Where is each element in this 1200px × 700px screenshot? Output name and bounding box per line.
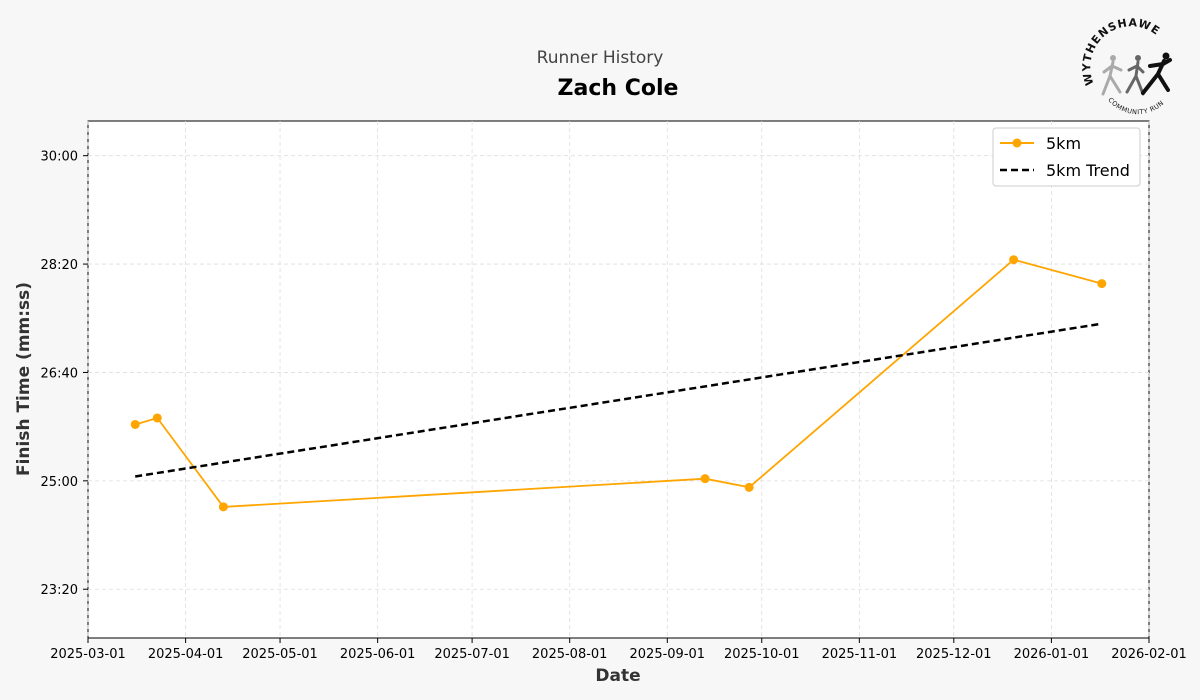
y-axis-label: Finish Time (mm:ss) [14,282,34,476]
data-point-5km [744,482,754,492]
legend-label-5km: 5km [1046,134,1081,153]
x-tick-label: 2025-08-01 [532,647,608,662]
x-tick-label: 2026-01-01 [1014,647,1090,662]
legend-label-5km-trend: 5km Trend [1046,161,1130,180]
grid-lines [87,121,1150,638]
chart-subtitle: Runner History [537,48,664,68]
chart-title: Zach Cole [558,76,679,101]
x-tick-label: 2025-10-01 [724,647,800,662]
x-tick-label: 2025-06-01 [340,647,416,662]
y-tick-label: 28:20 [41,258,78,273]
x-tick-label: 2025-11-01 [822,647,898,662]
x-axis-label: Date [595,666,640,686]
x-tick-label: 2025-05-01 [242,647,318,662]
axes: 2025-03-01 2025-04-01 2025-05-01 2025-06-01… [41,150,1187,662]
data-point-5km [152,413,162,423]
x-tick-label: 2025-04-01 [148,647,224,662]
data-point-5km [1097,279,1107,289]
logo-top-text: WYTHENSHAWE [1080,16,1162,87]
y-tick-label: 23:20 [41,583,78,598]
y-tick-label: 26:40 [41,366,78,381]
x-tick-label: 2026-02-01 [1111,647,1187,662]
y-tick-label: 30:00 [41,150,78,165]
x-tick-label: 2025-09-01 [630,647,706,662]
x-tick-label: 2025-12-01 [916,647,992,662]
data-point-5km [130,419,140,429]
series-layer [130,255,1107,512]
runners-logo-icon: WYTHENSHAWE COMMUNITY RUN [1080,16,1172,116]
data-point-5km [1009,255,1019,265]
legend-marker-5km [1012,138,1022,148]
series-line-5km-trend [135,322,1102,478]
data-point-5km [218,502,228,512]
legend: 5km 5km Trend [992,127,1141,187]
data-point-5km [700,474,710,484]
plot-area [87,120,1150,639]
logo-bottom-text: COMMUNITY RUN [1106,96,1165,116]
x-tick-label: 2025-07-01 [434,647,510,662]
y-tick-label: 25:00 [41,475,78,490]
x-tick-label: 2025-03-01 [50,647,126,662]
